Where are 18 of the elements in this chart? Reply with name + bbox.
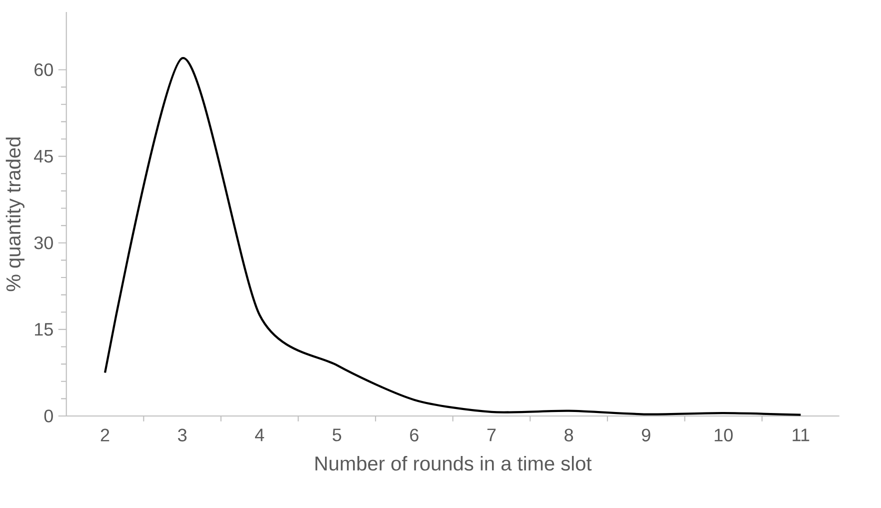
x-tick-label: 7 xyxy=(487,428,496,442)
x-tick-label: 5 xyxy=(332,428,342,442)
x-tick-label: 11 xyxy=(792,428,810,442)
x-axis-title: Number of rounds in a time slot xyxy=(316,456,592,471)
x-tick-label: 10 xyxy=(714,428,733,442)
x-tick-label: 8 xyxy=(564,428,574,442)
y-tick-label: 15 xyxy=(35,323,53,336)
x-tick-label: 9 xyxy=(642,428,650,442)
y-axis-title: % quantity traded xyxy=(6,138,24,292)
y-tick-label: 45 xyxy=(34,150,53,163)
x-tick-label: 6 xyxy=(410,428,418,442)
line-series xyxy=(104,57,802,416)
y-tick-label: 60 xyxy=(34,63,53,76)
y-tick-label: 30 xyxy=(34,236,53,250)
x-tick-label: 3 xyxy=(178,428,187,442)
x-tick-label: 4 xyxy=(255,428,264,442)
y-tick-label: 0 xyxy=(44,410,53,422)
x-tick-label: 2 xyxy=(100,428,110,442)
